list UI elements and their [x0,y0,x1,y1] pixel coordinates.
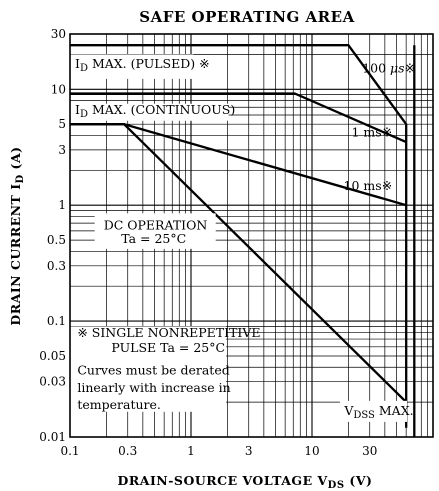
annotation-box [70,103,229,121]
annotation-box [70,54,194,79]
y-tick-label: 30 [51,27,66,41]
y-tick-label: 0.3 [47,259,66,273]
label-100us: 100 μs※ [362,60,415,75]
y-tick-labels: 30 10 5 3 1 0.5 0.3 0.1 0.05 0.03 0.01 [39,27,66,444]
y-axis-label: DRAIN CURRENT ID (A) [8,146,26,325]
x-tick-labels: 0.1 0.3 1 3 10 30 [60,444,377,458]
soa-curve [70,44,408,428]
annotation-box [339,400,408,422]
note-line: temperature. [77,397,161,412]
soa-curves [70,44,416,437]
chart-title: SAFE OPERATING AREA [139,8,354,26]
note-line: ※ SINGLE NONREPETITIVE [77,325,260,340]
y-tick-label: 0.5 [47,233,66,247]
y-tick-label: 0.1 [47,314,66,328]
y-tick-label: 0.05 [39,349,66,363]
label-vdss-max: VDSS MAX. [343,403,413,421]
x-tick-label: 3 [245,444,253,458]
note-line: Curves must be derated [77,363,229,378]
x-tick-label: 10 [304,444,319,458]
plot-frame [69,33,434,438]
x-tick-label: 0.3 [118,444,137,458]
annotation-labels: ID MAX. (PULSED) ※ ID MAX. (CONTINUOUS) 10… [75,56,415,421]
y-tick-label: 0.01 [39,430,66,444]
annotation-box [70,326,227,412]
label-10ms: 10 ms※ [344,178,393,193]
annotation-box [94,213,216,249]
label-dc-ta: Ta = 25°C [121,231,186,246]
label-dc-operation: DC OPERATION [104,217,208,232]
note-line: linearly with increase in [77,380,230,395]
x-tick-label: 1 [187,444,195,458]
y-tick-label: 5 [58,117,66,131]
annotation-boxes [70,54,408,422]
soa-curve [70,123,408,403]
note-line: PULSE Ta = 25°C [111,340,225,355]
id-pulsed-label: ID MAX. (PULSED) ※ [75,56,210,74]
y-tick-label: 10 [51,82,66,96]
soa-curve [70,92,407,144]
x-tick-label: 30 [362,444,377,458]
y-tick-label: 3 [58,143,66,157]
y-tick-label: 0.03 [39,375,66,389]
x-axis-label: DRAIN-SOURCE VOLTAGE VDS (V) [118,473,373,491]
label-1ms: 1 ms※ [352,125,393,140]
x-tick-label: 0.1 [60,444,79,458]
y-tick-label: 1 [58,198,66,212]
id-continuous-label: ID MAX. (CONTINUOUS) [75,102,235,120]
